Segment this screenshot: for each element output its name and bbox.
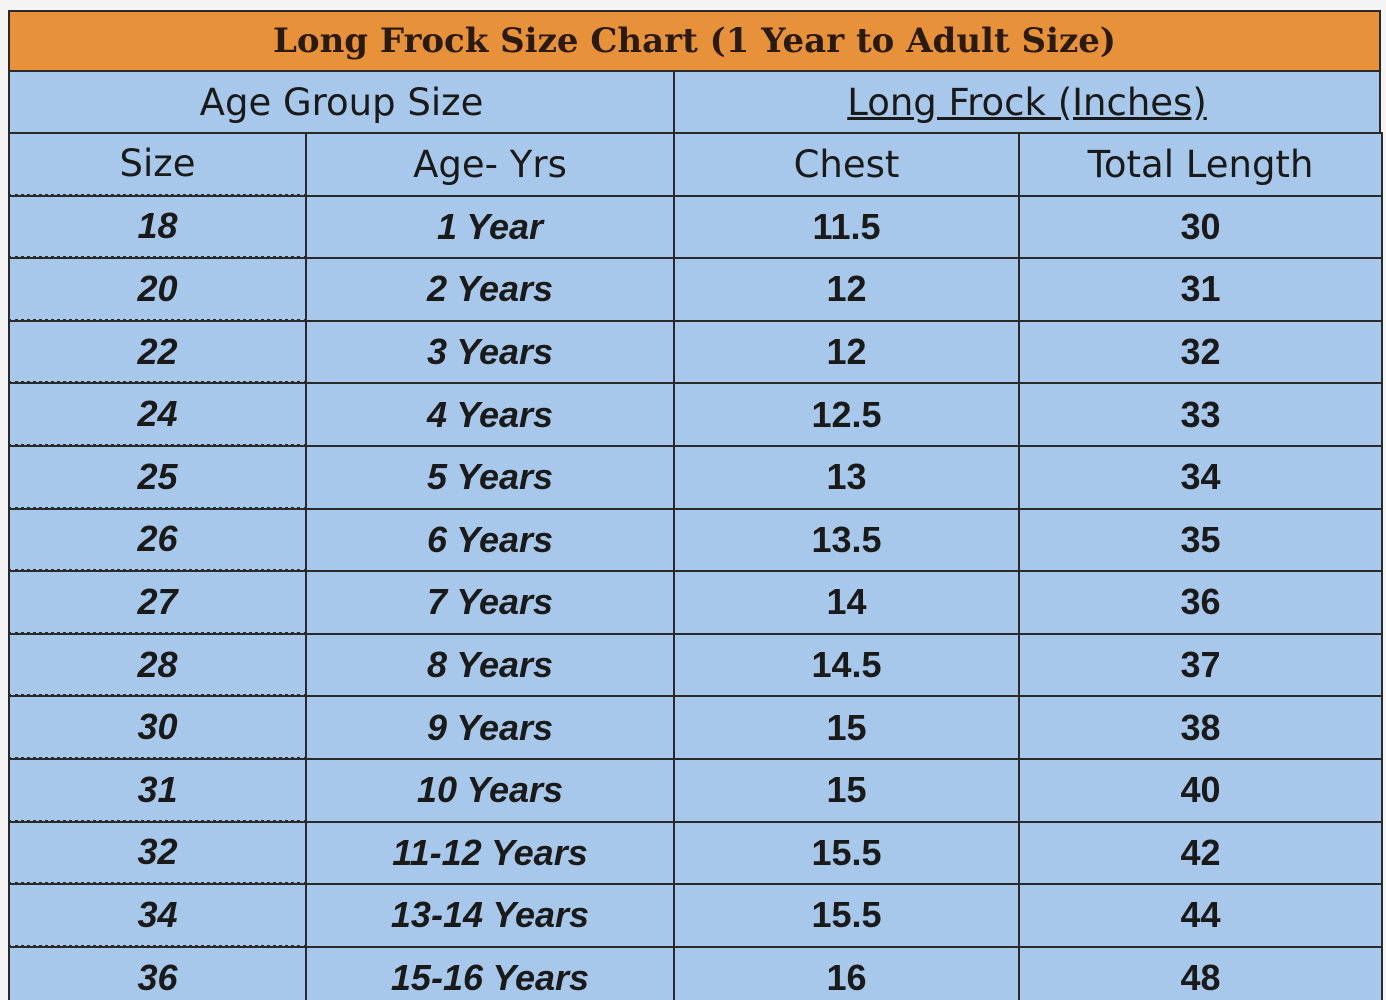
table-cell: 22 [8, 319, 307, 385]
table-cell: 48 [1018, 945, 1383, 1000]
table-cell: 30 [1018, 194, 1383, 260]
table-cell: 31 [1018, 257, 1383, 322]
table-cell: 34 [1018, 445, 1383, 510]
group-header: Long Frock (Inches) [673, 70, 1381, 134]
table-cell: 14.5 [673, 632, 1020, 698]
table-cell: 30 [8, 695, 307, 760]
table-cell: 32 [8, 820, 307, 886]
table-cell: 3 Years [305, 319, 675, 385]
table-cell: 25 [8, 445, 307, 510]
table-cell: 4 Years [305, 382, 675, 447]
table-cell: 40 [1018, 758, 1383, 823]
table-cell: 15-16 Years [305, 945, 675, 1000]
table-cell: 32 [1018, 319, 1383, 385]
column-header: Total Length [1018, 132, 1383, 197]
table-cell: 15.5 [673, 883, 1020, 948]
table-cell: 34 [8, 883, 307, 948]
table-cell: 7 Years [305, 570, 675, 635]
table-cell: 31 [8, 758, 307, 823]
table-cell: 12 [673, 257, 1020, 322]
table-cell: 18 [8, 194, 307, 260]
table-cell: 20 [8, 257, 307, 322]
column-header: Age- Yrs [305, 132, 675, 197]
table-cell: 12 [673, 319, 1020, 385]
table-title: Long Frock Size Chart (1 Year to Adult S… [8, 10, 1381, 72]
table-cell: 14 [673, 570, 1020, 635]
table-cell: 35 [1018, 507, 1383, 573]
table-cell: 36 [8, 945, 307, 1000]
table-cell: 26 [8, 507, 307, 573]
group-header: Age Group Size [8, 70, 675, 134]
table-cell: 11.5 [673, 194, 1020, 260]
column-header: Chest [673, 132, 1020, 197]
column-header: Size [8, 132, 307, 197]
table-cell: 8 Years [305, 632, 675, 698]
table-cell: 33 [1018, 382, 1383, 447]
table-cell: 27 [8, 570, 307, 635]
table-cell: 15 [673, 695, 1020, 760]
table-cell: 15.5 [673, 820, 1020, 886]
table-cell: 2 Years [305, 257, 675, 322]
table-cell: 6 Years [305, 507, 675, 573]
table-cell: 38 [1018, 695, 1383, 760]
table-cell: 11-12 Years [305, 820, 675, 886]
table-cell: 24 [8, 382, 307, 447]
table-cell: 28 [8, 632, 307, 698]
table-cell: 12.5 [673, 382, 1020, 447]
table-cell: 42 [1018, 820, 1383, 886]
table-cell: 13.5 [673, 507, 1020, 573]
table-cell: 5 Years [305, 445, 675, 510]
table-cell: 13-14 Years [305, 883, 675, 948]
table-cell: 13 [673, 445, 1020, 510]
table-cell: 9 Years [305, 695, 675, 760]
table-cell: 44 [1018, 883, 1383, 948]
table-cell: 37 [1018, 632, 1383, 698]
table-cell: 15 [673, 758, 1020, 823]
table-cell: 1 Year [305, 194, 675, 260]
table-cell: 16 [673, 945, 1020, 1000]
table-cell: 36 [1018, 570, 1383, 635]
table-cell: 10 Years [305, 758, 675, 823]
